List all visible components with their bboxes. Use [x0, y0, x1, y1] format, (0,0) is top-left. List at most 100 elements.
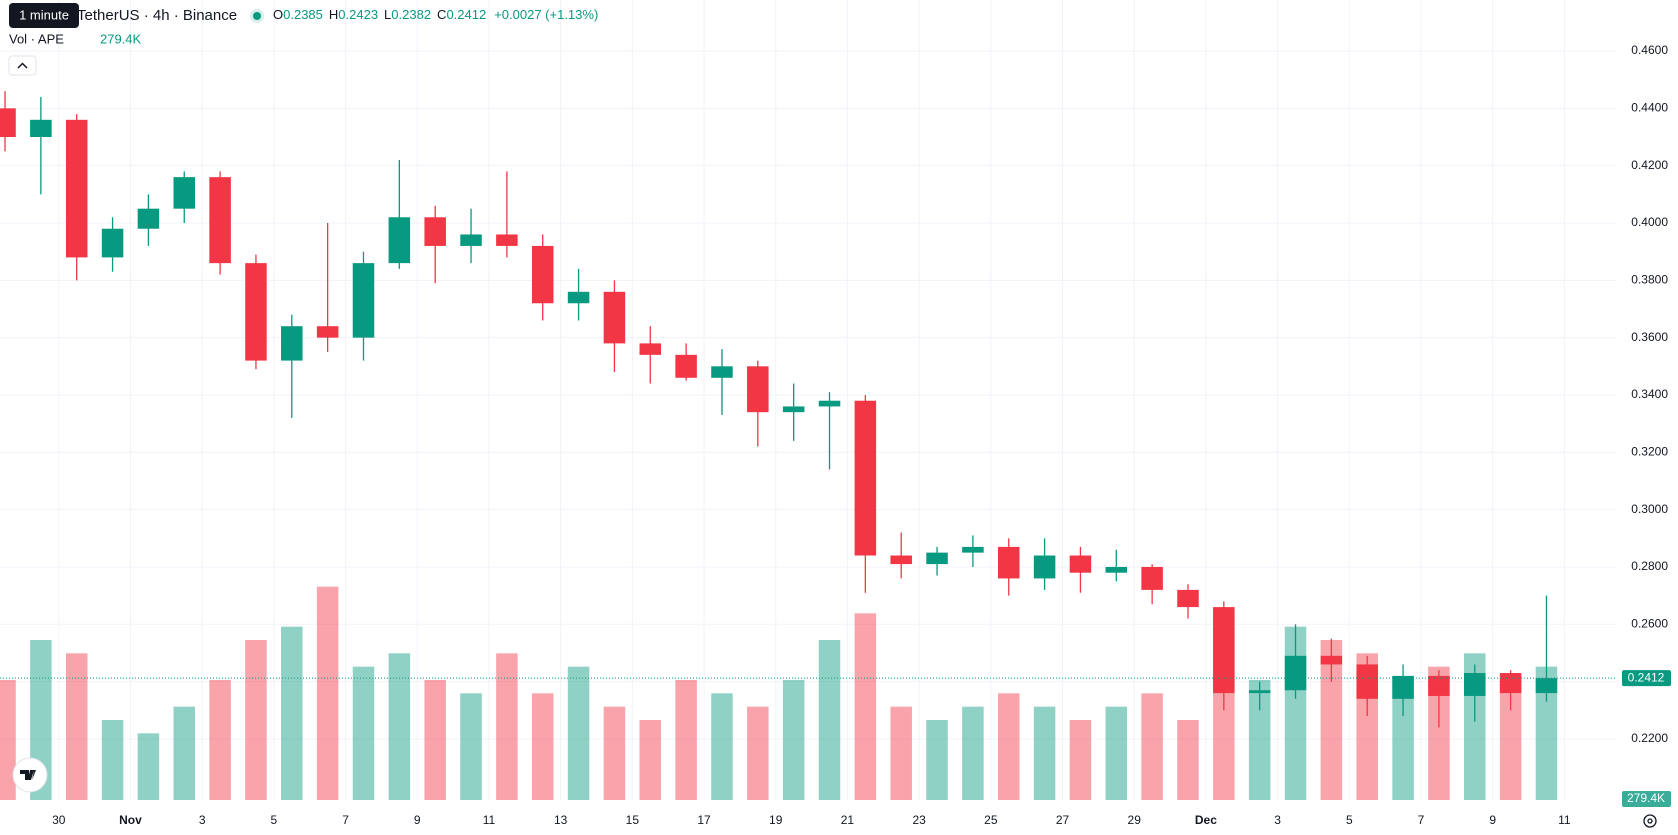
candle-body — [281, 326, 303, 361]
candle-body — [424, 217, 446, 246]
candle-body — [65, 119, 88, 258]
candle-body — [245, 263, 267, 361]
tooltip: 1 minute — [19, 7, 69, 22]
volume-pane — [0, 586, 1558, 800]
logo-mark — [20, 770, 36, 780]
y-tick-label: 0.3000 — [1631, 502, 1668, 516]
x-tick-label: 27 — [1056, 813, 1070, 827]
candle-body — [460, 234, 482, 246]
candle-body — [639, 343, 662, 355]
grid — [0, 0, 1616, 800]
volume-bar — [997, 693, 1020, 800]
volume-bar — [1105, 706, 1128, 800]
candle-body — [1356, 664, 1378, 699]
candle-body — [1535, 678, 1558, 694]
candle-body — [1320, 655, 1343, 665]
y-tick-label: 0.3200 — [1631, 444, 1668, 458]
candle-body — [1284, 655, 1307, 691]
x-tick-label: 17 — [697, 813, 711, 827]
volume-bar — [352, 666, 375, 800]
symbol[interactable]: TetherUS · 4h · Binance — [77, 7, 237, 24]
close-value: 0.2412 — [446, 7, 486, 22]
candle-body — [1033, 555, 1056, 579]
high-value: 0.2423 — [338, 7, 378, 22]
candle-body — [1464, 673, 1486, 696]
volume-bar — [173, 706, 196, 800]
candle-body — [137, 208, 160, 229]
candle-body — [1141, 566, 1163, 590]
candle-body — [603, 291, 626, 344]
volume-bar — [424, 680, 446, 800]
volume-bar — [603, 706, 626, 800]
candle-body — [818, 400, 841, 407]
high-key: H — [329, 7, 338, 22]
candle-body — [1248, 690, 1271, 694]
volume-bar — [460, 693, 482, 800]
x-tick-label: 30 — [52, 813, 66, 827]
candle-body — [890, 555, 912, 565]
collapse-button[interactable] — [8, 55, 37, 76]
volume-bar — [639, 720, 662, 800]
volume-bar — [137, 733, 160, 800]
volume-bar — [1320, 640, 1343, 800]
x-tick-label: 9 — [414, 813, 421, 827]
volume-bar — [1499, 680, 1522, 800]
candle-body — [1177, 589, 1199, 608]
open-value: 0.2385 — [283, 7, 323, 22]
x-tick-label: 7 — [1418, 813, 1425, 827]
x-tick-label: 11 — [483, 813, 496, 827]
x-tick-label: 15 — [626, 813, 640, 827]
close-key: C — [437, 7, 446, 22]
settings[interactable] — [1643, 814, 1657, 828]
y-tick-label: 0.3800 — [1631, 273, 1668, 287]
y-tick-label: 0.4000 — [1631, 215, 1668, 229]
volume-bar — [1069, 720, 1092, 800]
settings-icon-center — [1647, 818, 1653, 824]
candle-body — [1499, 673, 1522, 694]
x-tick-label: Nov — [119, 813, 142, 827]
candle-body — [352, 263, 375, 338]
candle-body — [316, 326, 339, 338]
volume-bar — [567, 666, 590, 800]
y-tick-label: 0.2600 — [1631, 616, 1668, 630]
candle-body — [0, 108, 16, 138]
last-price-label: 0.2412 — [1628, 670, 1665, 684]
y-tick-label: 0.4600 — [1631, 43, 1668, 57]
ohlc: O0.2385 H0.2423 L0.2382 C0.2412 +0.0027 (+1.… — [273, 7, 598, 22]
x-tick-label: 5 — [271, 813, 278, 827]
x-tick-label: 13 — [554, 813, 568, 827]
volume-bar — [1177, 720, 1199, 800]
volume-bar — [0, 680, 16, 800]
candle-body — [926, 552, 948, 565]
status-dot — [253, 12, 261, 20]
volume-tag-label: 279.4K — [1627, 791, 1665, 805]
volume-bar — [245, 640, 267, 800]
volume-bar — [1033, 706, 1056, 800]
y-tick-label: 0.2200 — [1631, 731, 1668, 745]
candle-body — [747, 366, 769, 413]
volume-bar — [926, 720, 948, 800]
candle-body — [675, 354, 697, 378]
x-tick-label: 3 — [199, 813, 206, 827]
volume-bar — [65, 653, 88, 800]
x-tick-label: 11 — [1558, 813, 1571, 827]
y-tick-label: 0.2800 — [1631, 559, 1668, 573]
candle-body — [962, 546, 984, 553]
x-tick-label: 23 — [912, 813, 926, 827]
tooltip-box — [9, 3, 79, 28]
candle-body — [567, 291, 590, 304]
low-key: L — [384, 7, 391, 22]
volume-bar — [388, 653, 411, 800]
price-axis-bg — [1616, 0, 1678, 835]
low-value: 0.2382 — [391, 7, 431, 22]
volume-bar — [1428, 666, 1450, 800]
x-tick-label: 3 — [1274, 813, 1281, 827]
candle-body — [173, 177, 196, 209]
volume-bar — [281, 626, 303, 800]
volume-bar — [1392, 680, 1414, 800]
x-tick-label: 19 — [769, 813, 783, 827]
settings-icon[interactable] — [1643, 814, 1657, 828]
candle-body — [1428, 675, 1450, 696]
volume-tag — [1622, 791, 1671, 807]
